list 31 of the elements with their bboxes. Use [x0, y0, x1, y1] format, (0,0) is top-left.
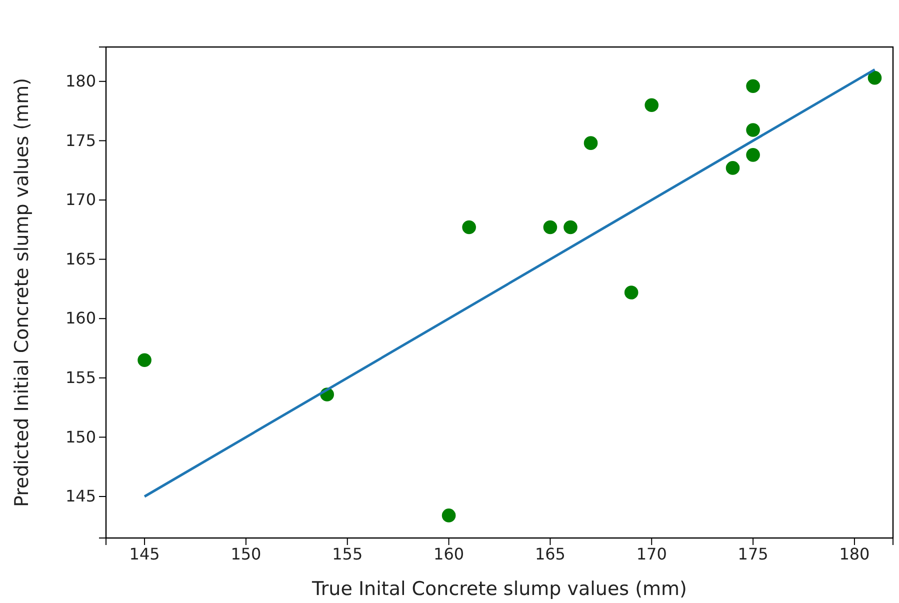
x-tick-label: 150: [230, 544, 262, 564]
x-tick-label: 170: [636, 544, 667, 564]
point: [746, 148, 760, 162]
y-tick-label: 150: [65, 427, 96, 446]
y-tick-label: 175: [65, 130, 96, 150]
y-tick-label: 160: [65, 308, 96, 328]
x-tick-label: 165: [534, 544, 566, 564]
x-tick-label: 155: [332, 544, 363, 564]
point: [564, 220, 578, 234]
y-tick-label: 180: [65, 72, 96, 91]
point: [462, 220, 476, 234]
point: [442, 508, 456, 522]
point: [624, 286, 638, 300]
y-axis-title: Predicted Initial Concrete slump values (mm): [11, 78, 33, 507]
x-tick-label: 175: [738, 544, 768, 564]
y-tick-label: 170: [65, 190, 96, 210]
point: [138, 353, 152, 367]
x-tick-label: 180: [839, 544, 870, 564]
point: [746, 79, 760, 94]
x-tick-label: 145: [129, 544, 160, 564]
point: [726, 161, 740, 175]
point: [746, 123, 760, 137]
point: [543, 220, 558, 234]
x-axis-title: True Inital Concrete slump values (mm): [311, 578, 687, 600]
y-tick-label: 165: [65, 249, 96, 268]
y-tick-label: 155: [65, 368, 96, 388]
x-tick-label: 160: [434, 544, 464, 564]
point: [868, 70, 882, 85]
point: [584, 136, 598, 150]
point: [644, 98, 659, 112]
y-tick-label: 145: [65, 486, 96, 506]
